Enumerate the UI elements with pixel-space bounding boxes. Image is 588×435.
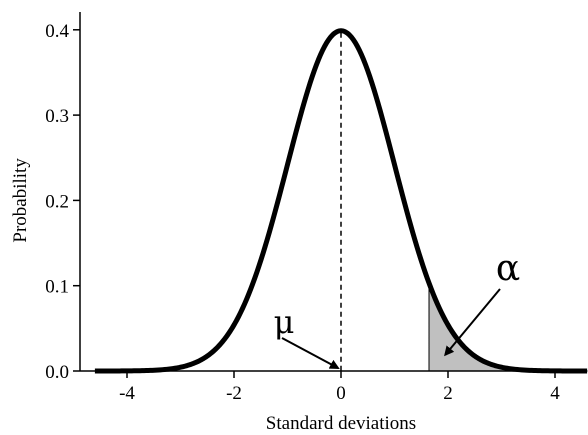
annotations: μ α (274, 248, 520, 369)
x-ticks: -4 -2 0 2 4 (119, 371, 560, 404)
x-tick-label: 2 (443, 383, 453, 404)
y-tick-label: 0.2 (45, 191, 69, 212)
alpha-label: α (496, 248, 520, 289)
y-tick-label: 0.3 (45, 106, 69, 127)
y-axis-label: Probability (10, 158, 31, 243)
x-tick-label: 0 (336, 383, 346, 404)
x-tick-label: 4 (550, 383, 560, 404)
y-ticks: 0.0 0.1 0.2 0.3 0.4 (45, 21, 80, 383)
y-tick-label: 0.4 (45, 21, 69, 42)
x-axis-label: Standard deviations (266, 413, 416, 434)
normal-curve (94, 28, 588, 374)
mu-label: μ (274, 303, 295, 341)
y-tick-label: 0.0 (45, 362, 69, 383)
axes (79, 12, 585, 372)
x-tick-label: -2 (226, 383, 242, 404)
x-tick-label: -4 (119, 383, 135, 404)
alpha-arrow (444, 288, 501, 357)
alpha-shaded-region (428, 282, 588, 372)
y-tick-label: 0.1 (45, 277, 69, 298)
mu-arrow (281, 337, 340, 369)
